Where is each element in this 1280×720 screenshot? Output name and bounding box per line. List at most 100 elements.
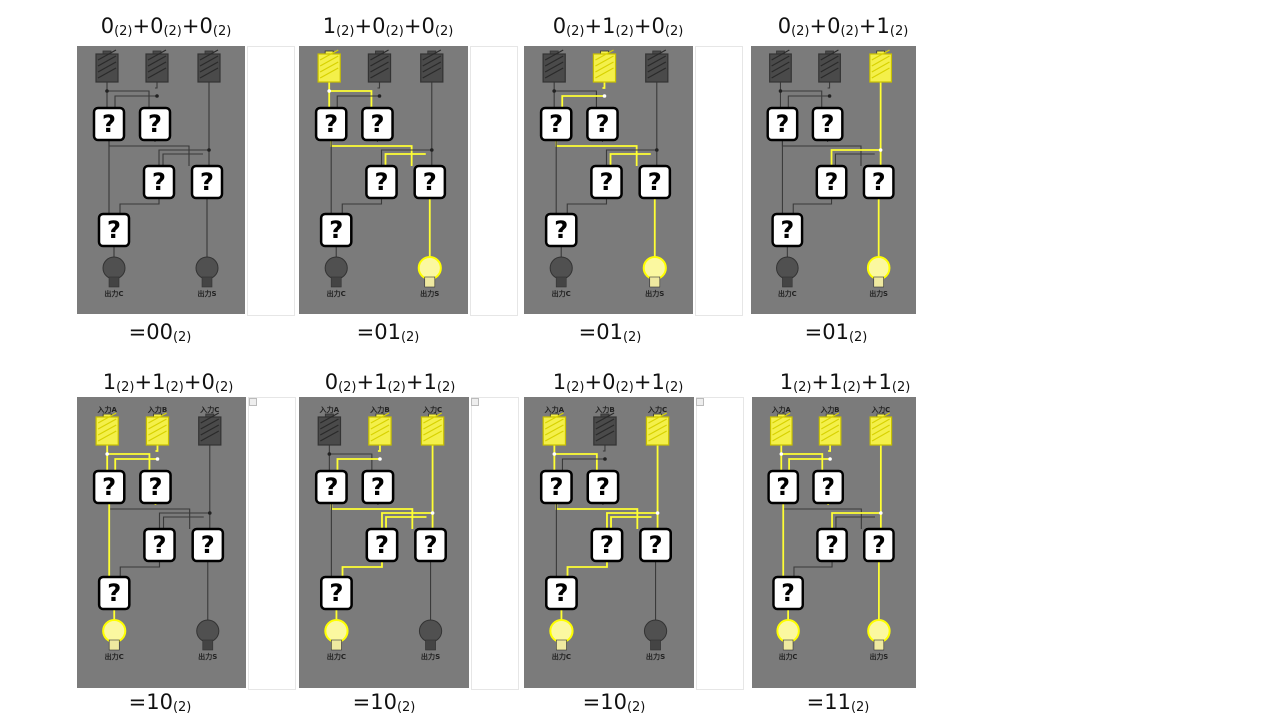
wire-and2-to-or [341,198,383,214]
unknown-gate: ? [361,469,395,505]
battery-a-icon [95,49,119,83]
wire-b-to-xor [336,458,380,471]
result-label: =10(2) [100,690,220,715]
digit: 0 [777,14,792,38]
base-subscript: (2) [396,700,416,715]
digit: 1 [651,370,665,394]
digit: 1 [552,370,567,394]
wire-b [827,82,831,89]
wire-a-to-and [107,453,151,471]
unknown-gate: ? [97,575,131,611]
output-s-label: 出力S [421,652,440,661]
gate-question-mark: ? [821,473,835,501]
wire-b-to-xor [561,458,605,471]
bulb-output-s-icon [866,256,891,288]
circuit-panel: ????? 出力C 出力S [524,46,693,314]
plus-sign: + [132,14,151,38]
equation-label: 1(2)+0(2)+0(2) [298,14,478,39]
bulb-output-s-icon [196,619,220,651]
plus-sign: + [860,370,879,394]
bulb-output-c-icon [324,256,348,288]
wire-xor1-to-and2 [384,153,426,166]
output-c-label: 出力C [105,652,124,661]
wire-and2-to-or [566,198,608,214]
base-subscript: (2) [400,330,420,345]
broken-image-icon [696,398,704,406]
unknown-gate: ? [413,164,447,200]
digit: 0 [602,370,616,394]
wire-c-to-and2 [380,149,432,166]
unknown-gate: ? [544,575,578,611]
unknown-gate: ? [138,106,172,142]
panel-gap [470,46,518,316]
output-c-label: 出力C [104,289,123,298]
input-c-label: 入力C [648,405,667,414]
base-subscript: (2) [622,330,642,345]
wire-b-to-xor [561,95,605,108]
wire-b [377,82,381,89]
digit: 1 [878,370,892,394]
bulb-output-c-icon [776,619,800,651]
wire-and2-to-or [792,198,833,214]
result-label: =10(2) [554,690,674,715]
unknown-gate: ? [314,106,348,142]
unknown-gate: ? [143,527,176,563]
gate-question-mark: ? [549,110,563,138]
unknown-gate: ? [191,527,225,563]
digit: 0 [150,14,164,38]
output-s-label: 出力S [869,289,888,298]
result-value: =10 [582,690,627,714]
input-b-label: 入力B [821,405,840,414]
result-label: =01(2) [776,320,896,345]
battery-b-icon [818,49,841,83]
result-label: =11(2) [778,690,898,715]
battery-a-icon [317,49,341,83]
output-c-label: 出力C [327,652,346,661]
bulb-output-c-icon [549,256,573,288]
wire-xor1-to-and2 [834,153,875,166]
wire-b-to-xor [787,95,830,108]
gate-question-mark: ? [648,168,662,196]
input-b-label: 入力B [370,405,390,414]
battery-a-icon [542,412,567,446]
output-s-label: 出力S [870,652,889,661]
unknown-gate: ? [590,527,624,563]
wire-c-to-and2 [831,512,881,529]
input-b-label: 入力B [595,405,615,414]
result-value: =11 [806,690,851,714]
unknown-gate: ? [586,106,619,142]
base-subscript: (2) [172,700,192,715]
base-subscript: (2) [436,380,456,395]
base-subscript: (2) [114,24,133,39]
unknown-gate: ? [586,469,620,505]
wire-b-to-xor [788,458,831,471]
plus-sign: + [633,14,652,38]
gate-question-mark: ? [324,473,338,501]
digit: 0 [201,370,215,394]
plus-sign: + [183,370,202,394]
unknown-gate: ? [139,469,172,505]
wire-a-to-and [329,453,373,471]
gate-question-mark: ? [324,110,338,138]
base-subscript: (2) [566,380,585,395]
digit: 0 [100,14,115,38]
gate-question-mark: ? [596,473,610,501]
bulb-output-s-icon [643,619,668,651]
digit: 0 [324,370,339,394]
digit: 1 [779,370,794,394]
result-value: =01 [356,320,401,344]
gate-question-mark: ? [554,579,568,607]
wire-c-to-and2 [606,512,658,529]
wire-b [828,445,831,452]
battery-c-icon [645,412,670,446]
gate-question-mark: ? [872,168,886,196]
plus-sign: + [633,370,652,394]
unknown-gate: ? [638,164,672,200]
battery-a-icon [95,412,119,446]
unknown-gate: ? [92,106,126,142]
unknown-gate: ? [812,469,845,505]
plus-sign: + [356,370,375,394]
gate-question-mark: ? [329,579,343,607]
unknown-gate: ? [639,527,672,563]
equation-label: 1(2)+1(2)+0(2) [78,370,258,395]
